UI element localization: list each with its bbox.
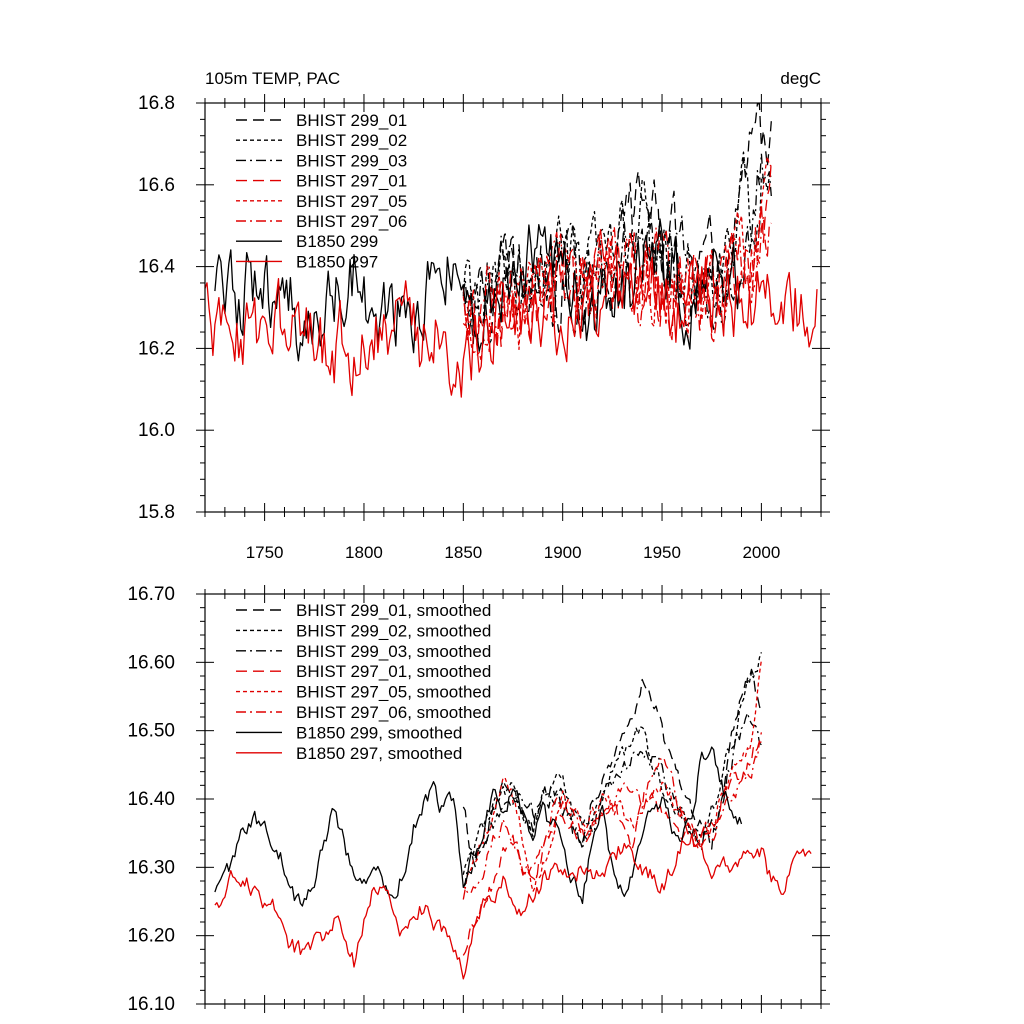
top-series-group	[204, 103, 818, 398]
y-tick-label: 16.20	[127, 926, 175, 947]
series-line-bhist-297-05-smoothed	[462, 660, 763, 893]
x-tick-label: 1800	[345, 543, 383, 562]
y-tick-label: 16.10	[127, 994, 175, 1015]
x-tick-label: 2000	[742, 543, 780, 562]
legend-label: B1850 297	[296, 252, 378, 271]
series-line-bhist-297-05	[462, 156, 772, 362]
x-tick-label: 1950	[643, 543, 681, 562]
legend-label: B1850 297, smoothed	[296, 744, 462, 763]
legend-label: BHIST 297_05, smoothed	[296, 683, 491, 702]
legend-label: BHIST 297_01	[296, 172, 407, 191]
y-tick-label: 16.0	[138, 420, 175, 441]
series-line-bhist-299-03-smoothed	[462, 712, 762, 888]
legend-label: BHIST 297_06	[296, 212, 407, 231]
x-tick-label: 1850	[444, 543, 482, 562]
series-line-b1850-297-smoothed	[214, 833, 812, 980]
series-line-bhist-297-06-smoothed	[462, 741, 762, 900]
y-tick-label: 16.70	[127, 584, 175, 605]
panel-top: 105m TEMP, PAC degC 1750 1800 1850 1900 1950…	[138, 69, 830, 562]
top-plot-frame	[204, 102, 822, 513]
bottom-axis-ticks: 16.10 16.20 16.30 16.40 16.50 16.60 16.70	[127, 584, 830, 1015]
legend-label: BHIST 299_03, smoothed	[296, 642, 491, 661]
series-line-b1850-297	[204, 244, 818, 398]
x-tick-label: 1750	[246, 543, 284, 562]
series-line-bhist-299-02	[462, 151, 772, 325]
legend-label: BHIST 299_01	[296, 111, 407, 130]
x-tick-label: 1900	[544, 543, 582, 562]
legend-label: BHIST 297_06, smoothed	[296, 703, 491, 722]
y-tick-label: 16.6	[138, 175, 175, 196]
bottom-series-group	[214, 652, 812, 980]
legend-label: BHIST 299_03	[296, 151, 407, 170]
legend-label: BHIST 299_02, smoothed	[296, 621, 491, 640]
y-tick-label: 16.30	[127, 857, 175, 878]
y-tick-label: 16.4	[138, 257, 175, 278]
series-line-b1850-299-smoothed	[214, 746, 743, 907]
legend-label: BHIST 299_01, smoothed	[296, 601, 491, 620]
legend-label: B1850 299, smoothed	[296, 723, 462, 742]
y-tick-label: 16.60	[127, 652, 175, 673]
bottom-plot-frame	[204, 593, 822, 1005]
legend-label: B1850 299	[296, 232, 378, 251]
series-line-bhist-299-02-smoothed	[462, 652, 763, 875]
series-line-bhist-299-01-smoothed	[462, 668, 763, 868]
y-tick-label: 16.2	[138, 338, 175, 359]
legend-label: BHIST 297_05	[296, 192, 407, 211]
series-line-b1850-299	[214, 218, 742, 362]
legend-label: BHIST 299_02	[296, 131, 407, 150]
top-axis-ticks: 1750 1800 1850 1900 1950 2000 15.8 16.0 16.2 16.4…	[138, 93, 830, 562]
y-tick-label: 16.40	[127, 789, 175, 810]
chart-title: 105m TEMP, PAC	[205, 69, 340, 88]
y-tick-label: 16.50	[127, 721, 175, 742]
series-line-bhist-299-01	[462, 103, 772, 345]
panel-bottom: 16.10 16.20 16.30 16.40 16.50 16.60 16.70 BHIS…	[127, 584, 830, 1015]
y-tick-label: 15.8	[138, 502, 175, 523]
y-tick-label: 16.8	[138, 93, 175, 114]
units-label: degC	[780, 69, 821, 88]
legend-label: BHIST 297_01, smoothed	[296, 662, 491, 681]
